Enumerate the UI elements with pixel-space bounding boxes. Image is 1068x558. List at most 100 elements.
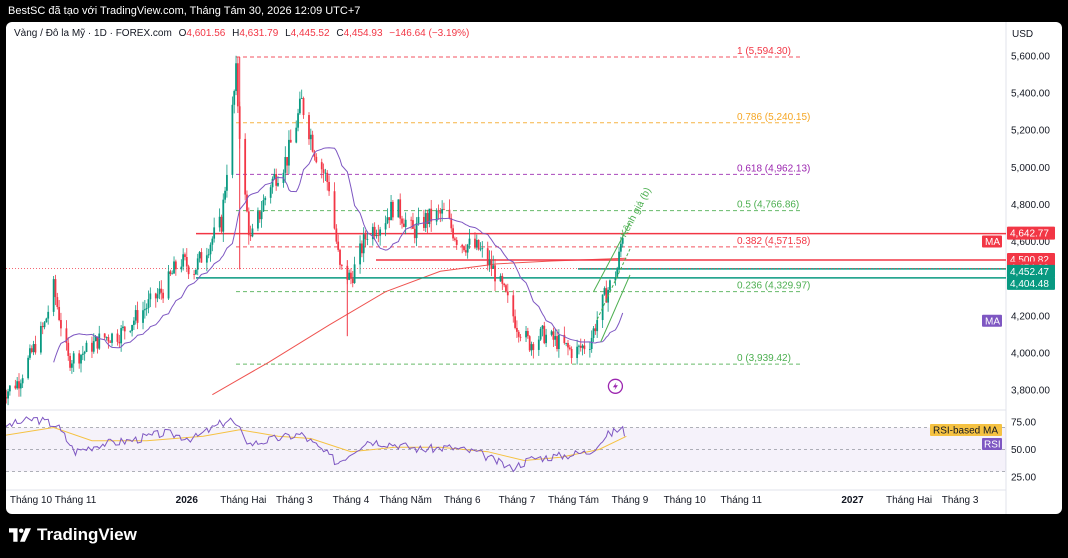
candle-body <box>619 243 622 252</box>
candle-body <box>324 172 327 174</box>
candle-body <box>308 115 310 140</box>
rsi-tick-2: 25.00 <box>1011 473 1036 484</box>
chart-panel[interactable]: 1 (5,594.30) 0.786 (5,240.15) 0.618 (4,962… <box>6 22 1062 514</box>
price-tag-4 <box>1007 276 1055 290</box>
candle-body <box>337 241 340 250</box>
candle <box>594 323 597 335</box>
candle <box>603 286 606 296</box>
candle <box>554 328 557 346</box>
price-tag-text-3: 4,452.47 <box>1010 267 1049 278</box>
candle-body <box>226 174 228 191</box>
currency-label[interactable]: USD <box>1012 29 1034 40</box>
candle <box>264 196 267 206</box>
candle-body <box>300 98 303 99</box>
candle <box>284 146 287 183</box>
candle-body <box>118 341 121 344</box>
candle <box>503 282 506 288</box>
candle <box>402 218 405 228</box>
candle-body <box>96 336 99 349</box>
candle <box>454 236 456 242</box>
candle <box>375 229 378 239</box>
time-tick-13: 2027 <box>841 495 864 506</box>
candle <box>289 129 292 143</box>
candle-body <box>514 316 516 328</box>
time-tick-3: Tháng Hai <box>220 495 266 506</box>
channel-annotation: Kênh giá (b) <box>618 186 653 239</box>
ma-long-line <box>212 257 627 396</box>
candle-body <box>539 328 542 340</box>
candle <box>45 317 48 323</box>
chart-canvas[interactable]: 1 (5,594.30) 0.786 (5,240.15) 0.618 (4,962… <box>6 22 1062 514</box>
candle <box>437 204 440 220</box>
candle <box>118 334 121 348</box>
candle-body <box>541 325 544 329</box>
candle-body <box>174 261 177 270</box>
high-value: 4,631.79 <box>239 28 279 39</box>
candle-body <box>109 341 112 343</box>
candle-body <box>288 139 290 166</box>
candle <box>340 264 343 270</box>
ma-short-line <box>53 147 624 363</box>
candle-body <box>594 328 597 332</box>
rsi-tag <box>982 438 1002 450</box>
candle <box>122 320 124 331</box>
candle-body <box>315 156 318 163</box>
candle-body <box>481 248 484 250</box>
candle-body <box>618 251 620 270</box>
candle-body <box>298 98 301 114</box>
candle-body <box>517 331 520 337</box>
candle-body <box>218 216 221 228</box>
price-tick-7: 4,200.00 <box>1011 311 1050 322</box>
candle <box>123 325 126 340</box>
price-tag-3 <box>1007 264 1055 278</box>
candle <box>311 130 314 153</box>
candle <box>185 248 188 273</box>
candle-body <box>160 288 163 293</box>
candle-body <box>479 248 482 250</box>
candle-body <box>461 244 464 247</box>
candle <box>29 344 31 360</box>
candle <box>109 339 112 343</box>
candle-body <box>136 310 139 323</box>
candle-body <box>339 249 341 265</box>
candle-body <box>326 172 329 183</box>
candle-body <box>27 357 30 379</box>
candle-body <box>404 219 407 227</box>
candle-body <box>614 277 617 281</box>
candle-body <box>565 343 568 344</box>
candle <box>424 209 427 233</box>
candle <box>235 55 237 96</box>
candle <box>517 329 520 343</box>
candle-body <box>550 331 553 335</box>
candle-body <box>209 244 212 255</box>
candle-body <box>122 326 124 329</box>
candle-body <box>351 278 354 284</box>
candle-body <box>34 344 37 353</box>
candle <box>475 234 478 251</box>
candle <box>328 175 330 196</box>
candle-body <box>621 237 624 244</box>
candle <box>56 292 59 310</box>
candle <box>80 354 82 373</box>
candle <box>182 248 185 271</box>
ma-tag-1 <box>982 314 1002 327</box>
candle <box>233 89 236 114</box>
candle <box>360 240 363 258</box>
candle <box>501 273 504 291</box>
candle <box>246 190 248 213</box>
candle-body <box>251 228 254 237</box>
candle <box>333 182 336 230</box>
candle-body <box>81 353 84 355</box>
candle <box>85 340 88 353</box>
candle-body <box>249 235 252 237</box>
candle-body <box>328 182 330 192</box>
time-tick-12: Tháng 11 <box>720 495 762 506</box>
candle-body <box>570 348 573 358</box>
time-tick-10: Tháng 9 <box>612 495 649 506</box>
candle <box>335 224 338 244</box>
candle <box>430 199 433 232</box>
candle <box>193 270 195 280</box>
candle <box>596 311 599 338</box>
candle-body <box>557 334 560 350</box>
rsi-line <box>6 416 625 473</box>
